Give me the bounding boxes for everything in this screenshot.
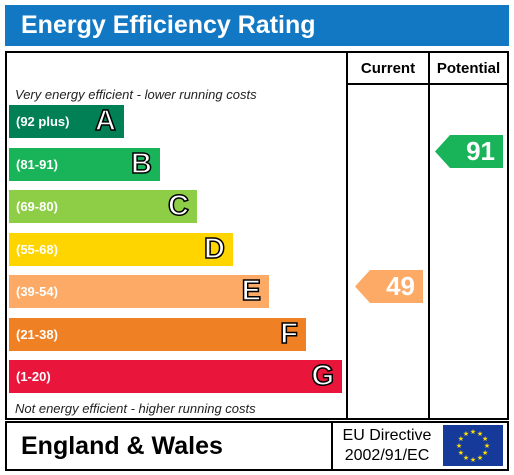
band-range: (92 plus) (16, 114, 70, 129)
potential-column-header: Potential (436, 60, 501, 77)
band-d: (55-68) D (9, 232, 233, 266)
star-icon: ★ (482, 435, 488, 443)
star-icon: ★ (456, 442, 462, 450)
band-e: (39-54) E (9, 274, 269, 308)
star-icon: ★ (482, 449, 488, 457)
current-column-header: Current (360, 60, 416, 77)
region-label: England & Wales (21, 432, 223, 460)
band-letter: D (203, 232, 225, 266)
potential-arrow-shape (435, 135, 503, 168)
current-rating-value: 49 (386, 271, 415, 301)
footer: England & Wales EU Directive 2002/91/EC … (5, 421, 509, 471)
current-rating-arrow: 49 (355, 270, 423, 303)
column-divider (428, 53, 430, 418)
band-range: (1-20) (16, 369, 51, 384)
star-icon: ★ (470, 428, 476, 436)
band-range: (39-54) (16, 284, 58, 299)
band-letter: B (130, 147, 152, 181)
band-letter: C (167, 189, 189, 223)
footer-divider (331, 423, 333, 469)
band-a: (92 plus) A (9, 104, 124, 138)
band-range: (55-68) (16, 241, 58, 257)
directive-line-1: EU Directive (342, 427, 432, 444)
column-divider (346, 53, 348, 418)
band-letter: G (311, 359, 335, 393)
star-icon: ★ (477, 430, 483, 438)
band-letter: F (280, 317, 299, 351)
current-arrow-shape (355, 270, 423, 303)
band-range: (21-38) (16, 326, 58, 342)
star-icon: ★ (463, 454, 469, 462)
star-icon: ★ (470, 456, 476, 464)
potential-rating-value: 91 (466, 136, 495, 166)
page-title: Energy Efficiency Rating (5, 5, 509, 46)
rating-table: Current Potential Very energy efficient … (5, 51, 509, 420)
star-icon: ★ (458, 435, 464, 443)
star-icon: ★ (484, 442, 490, 450)
band-letter: A (94, 104, 116, 138)
top-note: Very energy efficient - lower running co… (15, 87, 257, 102)
header-divider (346, 83, 507, 85)
band-c: (69-80) C (9, 189, 197, 223)
star-icon: ★ (458, 449, 464, 457)
eu-flag-icon: ★ ★ ★ ★ ★ ★ ★ ★ ★ ★ ★ ★ (443, 425, 503, 466)
band-range: (81-91) (16, 156, 58, 172)
band-range: (69-80) (16, 199, 58, 214)
band-b: (81-91) B (9, 147, 160, 181)
directive-line-2: 2002/91/EC (344, 447, 430, 464)
band-g: (1-20) G (9, 359, 342, 393)
band-letter: E (241, 274, 262, 308)
star-icon: ★ (477, 454, 483, 462)
star-icon: ★ (463, 430, 469, 438)
eu-stars: ★ ★★★★★★★★★★★ (456, 428, 490, 464)
bottom-note: Not energy efficient - higher running co… (15, 401, 256, 416)
eu-directive: EU Directive 2002/91/EC (335, 426, 439, 466)
band-f: (21-38) F (9, 317, 306, 351)
potential-rating-arrow: 91 (435, 135, 503, 168)
